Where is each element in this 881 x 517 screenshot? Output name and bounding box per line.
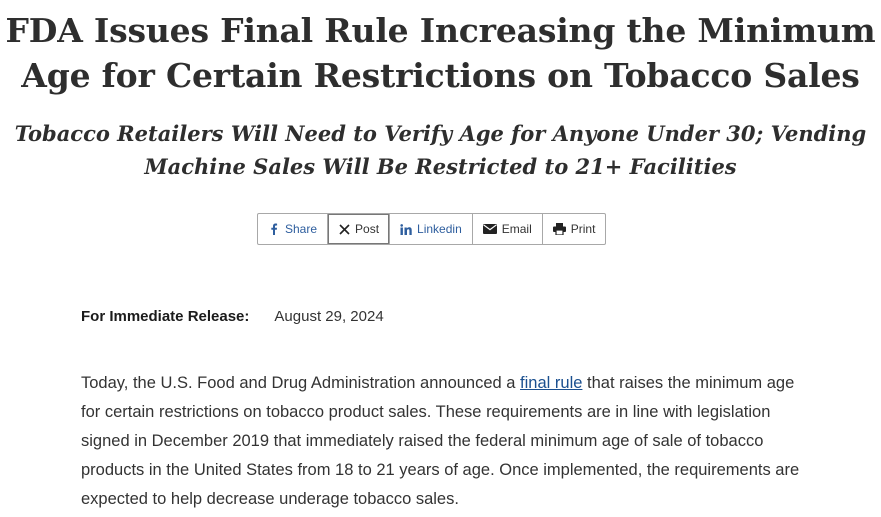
share-bar: Share Post Linkedin Email Print	[257, 213, 607, 245]
release-label: For Immediate Release:	[81, 308, 250, 325]
final-rule-link[interactable]: final rule	[520, 374, 583, 392]
print-icon	[552, 223, 566, 235]
email-label: Email	[501, 222, 532, 236]
page-subtitle: Tobacco Retailers Will Need to Verify Ag…	[14, 121, 867, 179]
linkedin-share-button[interactable]: Linkedin	[390, 214, 473, 244]
print-label: Print	[570, 222, 596, 236]
body-text-after-link: that raises the minimum age for certain …	[81, 374, 800, 508]
body-paragraph: Today, the U.S. Food and Drug Administra…	[81, 369, 811, 514]
linkedin-label: Linkedin	[417, 222, 462, 236]
page-title: FDA Issues Final Rule Increasing the Min…	[5, 11, 876, 95]
linkedin-icon	[400, 223, 412, 235]
post-label: Post	[355, 222, 380, 236]
share-label: Share	[285, 222, 318, 236]
print-button[interactable]: Print	[543, 214, 606, 244]
facebook-icon	[268, 223, 280, 235]
facebook-share-button[interactable]: Share	[258, 214, 329, 244]
x-post-button[interactable]: Post	[328, 214, 391, 244]
email-icon	[482, 223, 497, 235]
x-icon	[338, 223, 350, 235]
body-text-before-link: Today, the U.S. Food and Drug Administra…	[81, 374, 521, 392]
email-share-button[interactable]: Email	[473, 214, 543, 244]
release-date: August 29, 2024	[274, 308, 384, 325]
release-info: For Immediate Release: August 29, 2024	[81, 307, 384, 327]
